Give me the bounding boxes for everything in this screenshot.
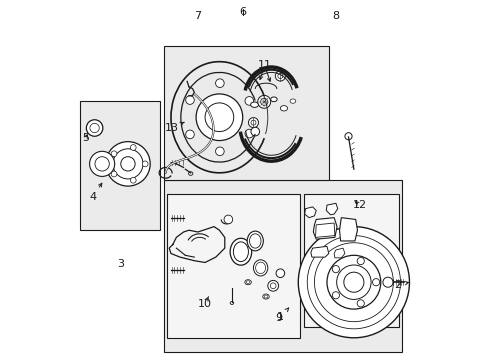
Bar bbox=[163, 45, 328, 180]
Polygon shape bbox=[339, 218, 357, 241]
Circle shape bbox=[111, 151, 117, 157]
Text: 5: 5 bbox=[81, 134, 89, 143]
Circle shape bbox=[105, 141, 150, 186]
Circle shape bbox=[344, 133, 351, 140]
Circle shape bbox=[343, 228, 347, 233]
Ellipse shape bbox=[253, 260, 267, 276]
Ellipse shape bbox=[280, 105, 287, 111]
Circle shape bbox=[356, 257, 364, 265]
Ellipse shape bbox=[244, 280, 251, 285]
Polygon shape bbox=[333, 248, 344, 258]
Text: 13: 13 bbox=[164, 122, 183, 133]
Bar bbox=[303, 194, 398, 327]
Ellipse shape bbox=[270, 97, 277, 102]
Circle shape bbox=[224, 215, 232, 224]
Circle shape bbox=[349, 229, 354, 234]
Circle shape bbox=[298, 226, 408, 338]
Ellipse shape bbox=[262, 294, 269, 299]
Circle shape bbox=[196, 94, 242, 140]
Bar bbox=[167, 194, 300, 338]
Circle shape bbox=[267, 280, 278, 291]
Circle shape bbox=[244, 96, 253, 105]
Circle shape bbox=[326, 255, 380, 309]
Circle shape bbox=[86, 120, 102, 136]
Text: 7: 7 bbox=[194, 11, 201, 21]
Circle shape bbox=[130, 177, 136, 183]
Circle shape bbox=[356, 300, 364, 307]
Circle shape bbox=[250, 127, 259, 136]
Ellipse shape bbox=[230, 238, 251, 265]
Polygon shape bbox=[315, 223, 334, 237]
Circle shape bbox=[215, 147, 224, 156]
Text: 8: 8 bbox=[332, 11, 339, 21]
Text: 10: 10 bbox=[197, 297, 211, 310]
Text: 3: 3 bbox=[117, 259, 124, 269]
Text: 1: 1 bbox=[276, 308, 288, 322]
Circle shape bbox=[185, 130, 194, 139]
Text: 4: 4 bbox=[89, 183, 102, 202]
Circle shape bbox=[130, 145, 136, 150]
Ellipse shape bbox=[289, 99, 295, 103]
Circle shape bbox=[257, 95, 270, 108]
Circle shape bbox=[332, 292, 339, 299]
Circle shape bbox=[111, 171, 117, 177]
Text: 6: 6 bbox=[239, 7, 245, 17]
Circle shape bbox=[372, 279, 379, 286]
Circle shape bbox=[248, 118, 258, 128]
Ellipse shape bbox=[247, 231, 263, 251]
Ellipse shape bbox=[250, 102, 258, 107]
Circle shape bbox=[327, 226, 332, 231]
Polygon shape bbox=[313, 218, 336, 239]
Circle shape bbox=[215, 79, 224, 87]
Text: 12: 12 bbox=[352, 200, 366, 210]
Bar bbox=[163, 180, 402, 352]
Circle shape bbox=[382, 277, 392, 287]
Text: 9: 9 bbox=[274, 313, 282, 323]
Polygon shape bbox=[304, 207, 316, 218]
Circle shape bbox=[276, 269, 284, 278]
Polygon shape bbox=[310, 246, 328, 257]
Circle shape bbox=[244, 129, 253, 138]
Circle shape bbox=[332, 266, 339, 273]
Circle shape bbox=[89, 151, 115, 176]
Polygon shape bbox=[325, 203, 337, 215]
Circle shape bbox=[275, 71, 285, 81]
Circle shape bbox=[317, 227, 322, 232]
Text: 11: 11 bbox=[257, 59, 271, 69]
Text: 2: 2 bbox=[394, 280, 407, 290]
Bar bbox=[80, 101, 160, 230]
Circle shape bbox=[142, 161, 148, 167]
Circle shape bbox=[185, 96, 194, 104]
